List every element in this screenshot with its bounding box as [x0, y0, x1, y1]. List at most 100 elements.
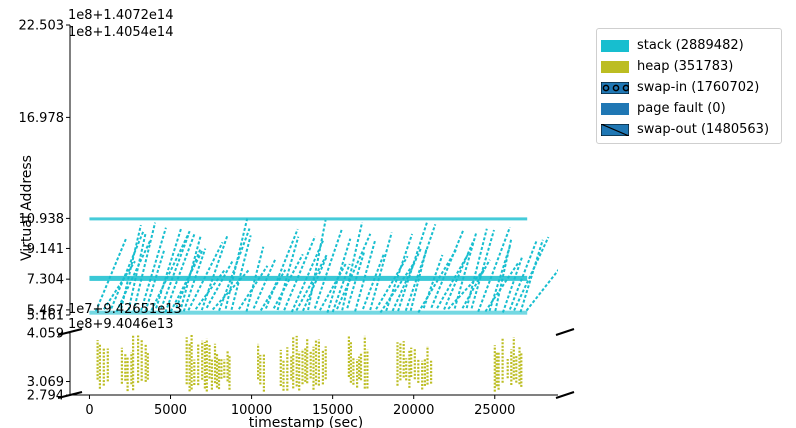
stack-point-trace [519, 239, 544, 313]
stack-point-trace [397, 221, 429, 312]
stack-point-trace [465, 228, 488, 309]
stack-point-trace [110, 231, 145, 309]
stack-point-trace [295, 253, 329, 311]
upper-y-tick-label: 22.503 [19, 19, 65, 34]
legend-item-page-fault: page fault (0) [601, 98, 773, 119]
stack-point-trace [205, 259, 235, 309]
stack-point-trace [230, 235, 252, 311]
stack-point-trace [290, 240, 324, 313]
upper-y-tick-label: 7.304 [27, 273, 64, 288]
stack-point-trace [182, 248, 207, 312]
stack-point-trace [160, 233, 190, 309]
y-axis-label: Virtual Address [19, 155, 35, 261]
break-mark-upper-left [57, 328, 83, 336]
stack-point-trace [430, 229, 465, 309]
stack-point-trace [252, 257, 277, 309]
stack-point-trace [120, 224, 142, 309]
stack-point-trace [272, 253, 304, 309]
upper-y-tick-label: 5.161 [27, 309, 64, 324]
upper-offset-label-2: 1e8+1.4054e14 [68, 25, 173, 40]
upper-y-tick-label: 9.141 [27, 242, 64, 257]
stack-point-band [89, 217, 528, 221]
stack-point-trace [362, 254, 385, 310]
stack-point-trace [447, 268, 486, 310]
stack-point-trace [484, 261, 520, 313]
legend: stack (2889482) heap (351783) swap-in (1… [596, 28, 782, 144]
stack-point-trace [326, 238, 352, 313]
stack-point-trace [276, 236, 300, 311]
stack-point-trace [385, 233, 414, 312]
stack-point-trace [179, 235, 202, 313]
lower-y-tick-label: 2.794 [27, 389, 64, 404]
legend-item-swap-out: swap-out (1480563) [601, 119, 773, 140]
stack-point-trace [341, 222, 364, 311]
stack-point-trace [508, 240, 538, 310]
stack-point-trace [443, 240, 475, 310]
stack-point-trace [164, 234, 196, 313]
stack-point-trace [453, 232, 478, 309]
x-tick-label: 15000 [312, 403, 353, 418]
legend-swatch-swap-in [601, 81, 629, 94]
stack-point-trace [422, 254, 444, 309]
stack-point-trace [140, 227, 167, 311]
stack-point-band [89, 310, 528, 315]
legend-item-swap-in: swap-in (1760702) [601, 77, 773, 98]
stack-point-trace [404, 223, 437, 312]
stack-point-trace [461, 259, 491, 309]
stack-point-trace [194, 268, 227, 310]
legend-swatch-page-fault [601, 102, 629, 115]
legend-item-stack: stack (2889482) [601, 35, 773, 56]
stack-point-trace [494, 237, 513, 312]
stack-point-trace [211, 268, 251, 311]
stack-point-trace [375, 255, 409, 310]
stack-point-trace [264, 228, 299, 309]
stack-point-trace [259, 269, 287, 312]
lower-offset-label-1: 1e7+9.42651e13 [68, 302, 182, 317]
stack-point-trace [245, 246, 265, 312]
legend-swatch-stack [601, 39, 629, 52]
stack-point-trace [132, 222, 157, 312]
x-axis-ticks: 0 5000 10000 15000 20000 25000 [85, 395, 515, 418]
break-mark-lower-right [555, 391, 575, 399]
stack-series [89, 217, 558, 315]
legend-label-swap-out: swap-out (1480563) [637, 122, 770, 137]
x-tick-label: 5000 [154, 403, 187, 418]
lower-y-tick-label: 4.059 [27, 327, 64, 342]
x-tick-label: 20000 [393, 403, 434, 418]
stack-point-trace [513, 236, 550, 311]
lower-offset-label-2: 1e8+9.4046e13 [68, 317, 173, 332]
stack-point-trace [391, 247, 423, 312]
x-tick-label: 0 [85, 403, 93, 418]
axis-break-marks [57, 328, 575, 399]
stack-point-trace [331, 263, 351, 313]
stack-point-trace [525, 268, 558, 312]
break-mark-lower-left [57, 391, 83, 399]
stack-point-trace [94, 237, 128, 312]
upper-y-tick-label: 10.938 [19, 212, 65, 227]
heap-series [96, 335, 523, 392]
x-tick-label: 25000 [474, 403, 515, 418]
upper-y-tick-label: 5.467 [27, 303, 64, 318]
legend-label-page-fault: page fault (0) [637, 101, 726, 116]
stack-point-trace [307, 219, 327, 311]
stack-point-trace [238, 265, 269, 310]
x-axis-label: timestamp (sec) [249, 415, 364, 428]
stack-point-trace [470, 229, 495, 309]
stack-point-trace [115, 239, 152, 313]
stack-point-trace [369, 232, 393, 311]
stack-point-trace [336, 233, 372, 310]
lower-y-tick-label: 3.069 [27, 375, 64, 390]
legend-swatch-heap [601, 60, 629, 73]
legend-label-stack: stack (2889482) [637, 38, 744, 53]
stack-point-trace [354, 239, 377, 312]
stack-point-trace [436, 253, 469, 309]
stack-point-trace [187, 241, 224, 311]
stack-point-trace [283, 235, 317, 311]
break-mark-upper-right [555, 328, 575, 336]
stack-point-trace [477, 226, 511, 313]
stack-point-band [89, 275, 528, 281]
